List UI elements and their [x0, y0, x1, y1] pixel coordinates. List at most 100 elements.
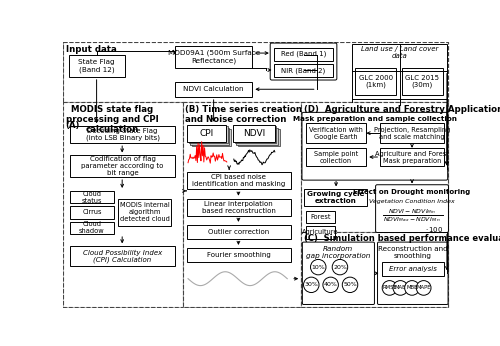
Bar — [274, 64, 333, 77]
Bar — [380, 148, 444, 166]
Text: (A): (A) — [66, 121, 80, 130]
Bar — [188, 125, 226, 142]
Bar — [236, 128, 278, 145]
Bar — [380, 123, 444, 143]
Bar — [304, 189, 367, 206]
Text: CPI based noise
identification and masking: CPI based noise identification and maski… — [192, 174, 286, 188]
Text: $NDVI_{Max} - NDVI_{Min}$: $NDVI_{Max} - NDVI_{Min}$ — [383, 216, 441, 225]
Text: MODIS internal
algorithm
detected cloud: MODIS internal algorithm detected cloud — [120, 202, 170, 222]
Text: Codification of flag
parameter according to
bit range: Codification of flag parameter according… — [82, 156, 164, 176]
Bar — [382, 262, 444, 276]
Bar — [234, 126, 277, 143]
Bar — [186, 248, 291, 262]
Text: Growing cycle
extraction: Growing cycle extraction — [306, 191, 364, 204]
Text: 20%: 20% — [333, 265, 347, 270]
Text: Input data: Input data — [66, 45, 116, 54]
Bar — [186, 199, 291, 216]
Circle shape — [393, 281, 408, 295]
Text: NIR (Band 2): NIR (Band 2) — [282, 67, 326, 74]
Text: 10%: 10% — [312, 265, 325, 270]
Text: Sample point
collection: Sample point collection — [314, 151, 358, 164]
Text: NDVI: NDVI — [243, 129, 265, 138]
Bar — [190, 128, 229, 145]
Bar — [306, 211, 336, 223]
Text: $\cdot\,100$: $\cdot\,100$ — [425, 225, 443, 234]
Text: RMSE: RMSE — [382, 285, 397, 290]
Bar — [64, 42, 448, 102]
Text: GLC 2000
(1km): GLC 2000 (1km) — [358, 75, 392, 88]
Bar — [238, 129, 280, 146]
Bar — [175, 46, 252, 68]
Bar — [68, 55, 124, 77]
Text: (B) Time series creation
and Noise correction: (B) Time series creation and Noise corre… — [185, 104, 302, 124]
Bar — [64, 102, 184, 307]
Circle shape — [416, 281, 431, 295]
Text: Agriculture: Agriculture — [302, 229, 339, 236]
Bar — [189, 126, 228, 143]
Bar — [186, 225, 291, 239]
Circle shape — [342, 277, 358, 292]
Text: Reconstruction and
smoothing: Reconstruction and smoothing — [378, 246, 448, 260]
Bar — [70, 155, 175, 177]
Bar — [306, 226, 336, 239]
Bar — [70, 126, 175, 143]
Text: 40%: 40% — [324, 282, 338, 287]
Circle shape — [310, 260, 326, 275]
Text: Projection, Resampling
and scale matching: Projection, Resampling and scale matchin… — [374, 127, 450, 140]
Text: $NDVI - NDVI_{Min}$: $NDVI - NDVI_{Min}$ — [388, 207, 436, 216]
Bar — [70, 246, 175, 266]
Bar — [70, 206, 114, 219]
Circle shape — [323, 277, 338, 292]
Bar — [118, 199, 171, 226]
Bar — [356, 69, 396, 95]
Text: 50%: 50% — [343, 282, 357, 287]
Bar — [184, 102, 301, 307]
Bar — [274, 48, 333, 61]
Text: MODIS state flag
processing and CPI
calculation: MODIS state flag processing and CPI calc… — [66, 104, 158, 135]
Bar — [192, 129, 230, 146]
Bar — [306, 148, 366, 166]
Circle shape — [404, 281, 419, 295]
Text: (D)  Agriculture and Forestry Application: (D) Agriculture and Forestry Application — [304, 104, 500, 113]
Bar — [70, 222, 114, 234]
Text: CPI: CPI — [200, 129, 214, 138]
Circle shape — [304, 277, 319, 292]
Text: Error analysis: Error analysis — [389, 266, 436, 272]
Text: Land use / Land cover
data: Land use / Land cover data — [361, 46, 438, 59]
Text: GLC 2015
(30m): GLC 2015 (30m) — [406, 75, 440, 88]
Text: State Flag
(Band 12): State Flag (Band 12) — [78, 60, 115, 73]
Bar — [175, 82, 252, 97]
Bar — [402, 69, 443, 95]
Bar — [70, 191, 114, 203]
FancyBboxPatch shape — [376, 185, 448, 233]
FancyBboxPatch shape — [302, 112, 448, 180]
FancyBboxPatch shape — [270, 43, 337, 80]
Text: Decoding State Flag
(into LSB Binary bits): Decoding State Flag (into LSB Binary bit… — [86, 128, 160, 142]
Text: Effect on Drought monitoring: Effect on Drought monitoring — [354, 189, 470, 195]
Bar — [233, 125, 275, 142]
Text: Outlier correction: Outlier correction — [208, 229, 270, 235]
Text: Cloud Possibility Index
(CPI) Calculation: Cloud Possibility Index (CPI) Calculatio… — [83, 249, 162, 263]
Bar — [306, 123, 366, 143]
Text: NDVI Calculation: NDVI Calculation — [184, 86, 244, 92]
Text: Red (Band 1): Red (Band 1) — [281, 51, 326, 57]
Text: MOD09A1 (500m Surface
Reflectance): MOD09A1 (500m Surface Reflectance) — [168, 50, 260, 64]
Text: Verification with
Google Earth: Verification with Google Earth — [309, 127, 363, 140]
Text: MBE: MBE — [406, 285, 418, 290]
Text: Forest: Forest — [310, 214, 331, 220]
Circle shape — [332, 260, 347, 275]
Text: Agriculture and Forest
Mask preparation: Agriculture and Forest Mask preparation — [375, 151, 449, 164]
Text: Cloud
status: Cloud status — [82, 191, 102, 203]
FancyBboxPatch shape — [378, 242, 448, 304]
Text: Cloud
shadow: Cloud shadow — [79, 221, 105, 234]
Text: Linear interpolation
based reconstruction: Linear interpolation based reconstructio… — [202, 201, 276, 213]
Text: Random
gap incorporation: Random gap incorporation — [306, 246, 370, 260]
Circle shape — [382, 281, 397, 295]
Bar — [301, 102, 448, 232]
Bar — [352, 44, 447, 99]
Text: Mask preparation and sample collection: Mask preparation and sample collection — [293, 116, 457, 122]
Text: 30%: 30% — [304, 282, 318, 287]
Text: Cirrus: Cirrus — [82, 209, 102, 216]
Text: Fourier smoothing: Fourier smoothing — [207, 252, 270, 258]
Text: (C)  Simulation based performance evaluation: (C) Simulation based performance evaluat… — [304, 234, 500, 243]
